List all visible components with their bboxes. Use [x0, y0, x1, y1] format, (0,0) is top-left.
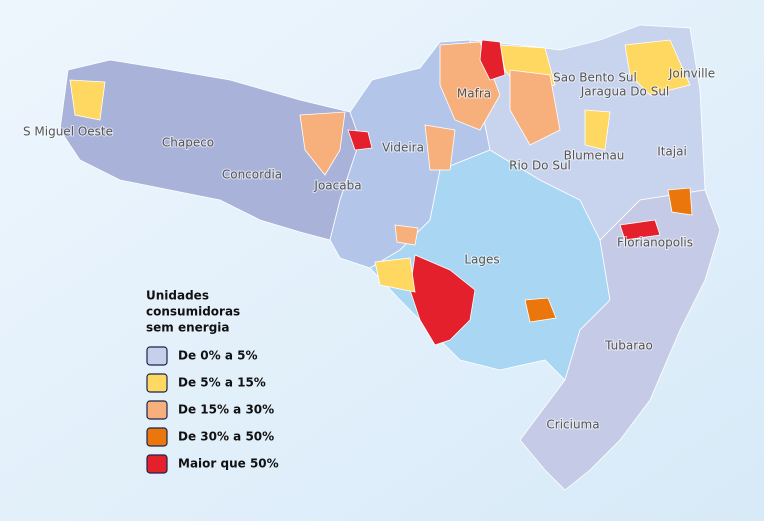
legend-swatch	[146, 346, 168, 366]
region-label: Mafra	[457, 87, 491, 101]
region-label: Concordia	[222, 168, 282, 182]
legend-label: De 5% a 15%	[178, 376, 266, 390]
region-label: Sao Bento Sul	[553, 71, 637, 85]
orange-area	[667, 187, 693, 216]
region-label: Lages	[464, 253, 499, 267]
orange-area	[524, 297, 557, 323]
region-label: Chapeco	[162, 136, 214, 150]
legend: Unidades consumidoras sem energia De 0% a 5…	[146, 289, 279, 474]
legend-label: De 0% a 5%	[178, 349, 257, 363]
region-label: Florianopolis	[617, 236, 693, 250]
peach-area	[299, 111, 346, 176]
peach-area	[509, 69, 561, 146]
red-area	[409, 254, 476, 346]
region-label: Criciuma	[546, 418, 599, 432]
red-area	[347, 129, 373, 151]
legend-label: De 30% a 50%	[178, 430, 274, 444]
legend-title: Unidades	[146, 289, 209, 303]
red-area	[619, 219, 661, 241]
legend-swatch	[146, 427, 168, 447]
yellow-area	[374, 257, 416, 293]
yellow-area	[584, 109, 611, 151]
legend-swatch	[146, 454, 168, 474]
south-region	[519, 189, 721, 491]
region-labels: S Miguel Oeste Chapeco Concordia Joacaba…	[22, 66, 716, 433]
legend-swatch	[146, 400, 168, 420]
region-label: Tubarao	[604, 339, 653, 353]
state-map	[59, 24, 721, 491]
red-area	[479, 39, 506, 81]
peach-area	[424, 124, 456, 171]
region-label: Itajai	[657, 145, 687, 159]
yellow-area	[624, 39, 691, 96]
region-label: S Miguel Oeste	[23, 125, 113, 139]
legend-label: Maior que 50%	[178, 457, 279, 471]
region-label: Blumenau	[564, 149, 625, 163]
region-label: Joinville	[668, 67, 715, 81]
legend-title: sem energia	[146, 321, 230, 335]
legend-label: De 15% a 30%	[178, 403, 274, 417]
region-label: Rio Do Sul	[509, 159, 571, 173]
region-label: Joacaba	[313, 179, 361, 193]
region-label: Jaragua Do Sul	[580, 85, 670, 99]
legend-swatch	[146, 373, 168, 393]
peach-area	[394, 224, 419, 246]
region-label: Videira	[382, 141, 424, 155]
legend-title: consumidoras	[146, 305, 240, 319]
yellow-area	[69, 79, 106, 121]
